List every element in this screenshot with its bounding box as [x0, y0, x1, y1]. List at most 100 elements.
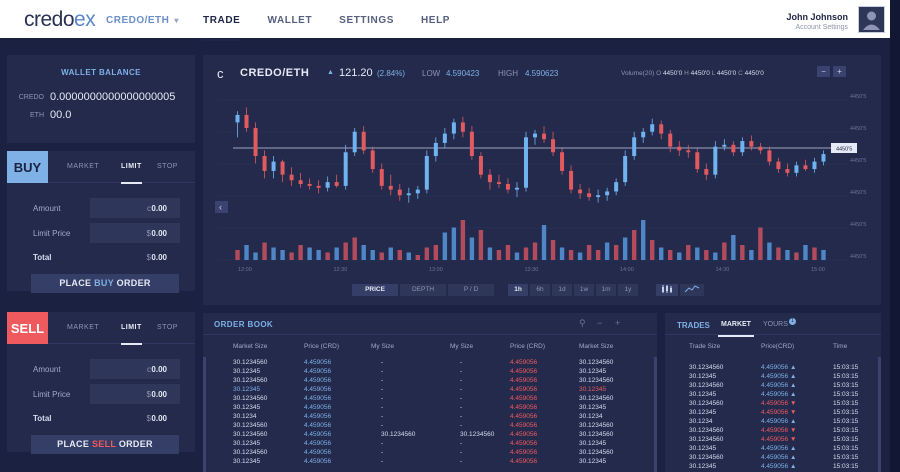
buy-side-button[interactable]: BUY: [7, 151, 48, 183]
table-cell: -: [381, 422, 384, 429]
table-cell: 30.12345: [579, 404, 607, 411]
table-row[interactable]: 30.1234560 4.459056 - - 4.459056 30.1234560: [203, 421, 657, 430]
tab-yours[interactable]: YOURS: [763, 321, 788, 328]
table-row[interactable]: 30.12345 4.459056 ▼ 15:03:15: [665, 408, 881, 417]
candlestick-chart[interactable]: 4450'5 4450'5 4450'5 4450'5 4450'5 4450'5 4450…: [203, 90, 881, 280]
candle: [352, 131, 357, 153]
sell-tab-limit[interactable]: LIMIT: [121, 324, 142, 345]
table-cell: 15:03:15: [833, 364, 859, 371]
zoom-in-button[interactable]: +: [833, 66, 846, 77]
range-1y-button[interactable]: 1y: [618, 284, 638, 296]
table-row[interactable]: 30.1234560 4.459056 - - 4.459056 30.1234560: [203, 448, 657, 457]
table-cell: 30.1234560: [689, 454, 724, 461]
candle: [496, 182, 501, 184]
buy-tab-market[interactable]: MARKET: [67, 163, 100, 170]
table-row[interactable]: 30.12345 4.459056 ▲ 15:03:15: [665, 390, 881, 399]
place-buy-order-button[interactable]: PLACE BUY ORDER: [31, 274, 179, 293]
account-settings-link[interactable]: Account Settings: [795, 24, 848, 31]
scroll-back-button[interactable]: [215, 201, 228, 213]
table-row[interactable]: 30.12345 4.459056 ▲ 15:03:15: [665, 444, 881, 453]
table-row[interactable]: 30.1234560 4.459056 - - 4.459056 30.1234560: [203, 394, 657, 403]
table-row[interactable]: 30.12345 4.459056 - - 4.459056 30.12345: [203, 439, 657, 448]
table-row[interactable]: 30.1234 4.459056 ▲ 15:03:15: [665, 417, 881, 426]
range-1w-button[interactable]: 1w: [574, 284, 594, 296]
volume-bar: [821, 250, 826, 260]
range-1d-button[interactable]: 1d: [552, 284, 572, 296]
user-menu[interactable]: John Johnson Account Settings: [787, 12, 849, 31]
sell-amount-input[interactable]: [90, 359, 180, 379]
scrollbar[interactable]: [654, 357, 657, 472]
buy-limit-price-input[interactable]: [90, 223, 180, 243]
table-cell: 30.12345: [233, 368, 261, 375]
line-type-button[interactable]: [680, 284, 704, 296]
candle-type-button[interactable]: [656, 284, 678, 296]
x-tick-label: 12:30: [334, 267, 348, 273]
plus-icon[interactable]: +: [615, 318, 621, 328]
table-row[interactable]: 30.1234560 4.459056 ▲ 15:03:15: [665, 381, 881, 390]
table-row[interactable]: 30.1234560 4.459056 ▼ 15:03:15: [665, 426, 881, 435]
table-cell: 30.1234560: [689, 382, 724, 389]
table-cell: 15:03:15: [833, 418, 859, 425]
table-cell: 4.459056: [304, 377, 332, 384]
candle: [803, 165, 808, 170]
tab-market[interactable]: MARKET: [718, 321, 754, 337]
buy-tabs: BUY MARKET LIMIT STOP: [7, 151, 195, 184]
table-row[interactable]: 30.1234560 4.459056 ▼ 15:03:15: [665, 399, 881, 408]
candle: [244, 114, 249, 128]
view-price-button[interactable]: PRICE: [352, 284, 398, 296]
buy-tab-limit[interactable]: LIMIT: [121, 163, 142, 184]
table-row[interactable]: 30.12345 4.459056 - - 4.459056 30.12345: [203, 403, 657, 412]
pair-selector[interactable]: CREDO/ETH ▾: [106, 15, 179, 26]
table-cell: 4.459056: [510, 431, 538, 438]
avatar[interactable]: [858, 6, 885, 33]
nav-wallet[interactable]: WALLET: [267, 15, 313, 26]
table-row[interactable]: 30.12345 4.459056 - - 4.459056 30.12345: [203, 367, 657, 376]
sell-side-button[interactable]: SELL: [7, 312, 48, 344]
nav-settings[interactable]: SETTINGS: [339, 15, 394, 26]
sell-tab-market[interactable]: MARKET: [67, 324, 100, 331]
table-row[interactable]: 30.1234 4.459056 - - 4.459056 30.1234: [203, 412, 657, 421]
sell-limit-price-input[interactable]: [90, 384, 180, 404]
scrollbar[interactable]: [203, 357, 206, 472]
table-cell: 30.1234560: [689, 364, 724, 371]
price-value: 0.00: [151, 390, 167, 399]
buy-amount-input[interactable]: [90, 198, 180, 218]
table-row[interactable]: 30.12345 4.459056 - - 4.459056 30.12345: [203, 385, 657, 394]
table-row[interactable]: 30.1234560 4.459056 - - 4.459056 30.1234560: [203, 376, 657, 385]
buy-tab-stop[interactable]: STOP: [157, 163, 178, 170]
candle: [821, 154, 826, 162]
search-icon[interactable]: ⚲: [579, 318, 586, 328]
range-1h-button[interactable]: 1h: [508, 284, 528, 296]
table-cell: 15:03:15: [833, 436, 859, 443]
table-row[interactable]: 30.1234560 4.459056 ▼ 15:03:15: [665, 435, 881, 444]
table-row[interactable]: 30.12345 4.459056 ▲ 15:03:15: [665, 462, 881, 471]
place-sell-order-button[interactable]: PLACE SELL ORDER: [31, 435, 179, 454]
nav-help[interactable]: HELP: [420, 15, 451, 26]
table-cell: 4.459056: [304, 422, 332, 429]
credoex-logo[interactable]: credoex: [24, 8, 96, 31]
table-row[interactable]: 30.1234560 4.459056 30.1234560 30.1234560 4.…: [203, 430, 657, 439]
volume-bar: [749, 250, 754, 260]
candle: [271, 161, 276, 171]
table-row[interactable]: 30.12345 4.459056 - - 4.459056 30.12345: [203, 457, 657, 466]
high-label: HIGH: [498, 69, 518, 78]
range-1m-button[interactable]: 1m: [596, 284, 616, 296]
table-cell: 15:03:15: [833, 445, 859, 452]
sell-tab-stop[interactable]: STOP: [157, 324, 178, 331]
view-depth-button[interactable]: DEPTH: [400, 284, 446, 296]
candle: [713, 146, 718, 175]
zoom-out-button[interactable]: −: [817, 66, 830, 77]
view-pd-button[interactable]: P / D: [448, 284, 494, 296]
sell-tabs: SELL MARKET LIMIT STOP: [7, 312, 195, 345]
table-row[interactable]: 30.1234560 4.459056 ▲ 15:03:15: [665, 363, 881, 372]
volume-bar: [253, 252, 258, 260]
table-row[interactable]: 30.1234560 4.459056 - - 4.459056 30.1234560: [203, 358, 657, 367]
range-6h-button[interactable]: 6h: [530, 284, 550, 296]
nav-trade[interactable]: TRADE: [203, 15, 241, 41]
amount-label: Amount: [33, 365, 61, 374]
table-row[interactable]: 30.1234560 4.459056 ▲ 15:03:15: [665, 453, 881, 462]
line-chart-icon: [684, 285, 700, 293]
minus-icon[interactable]: −: [597, 318, 603, 328]
scrollbar[interactable]: [878, 357, 881, 472]
table-row[interactable]: 30.12345 4.459056 ▲ 15:03:15: [665, 372, 881, 381]
